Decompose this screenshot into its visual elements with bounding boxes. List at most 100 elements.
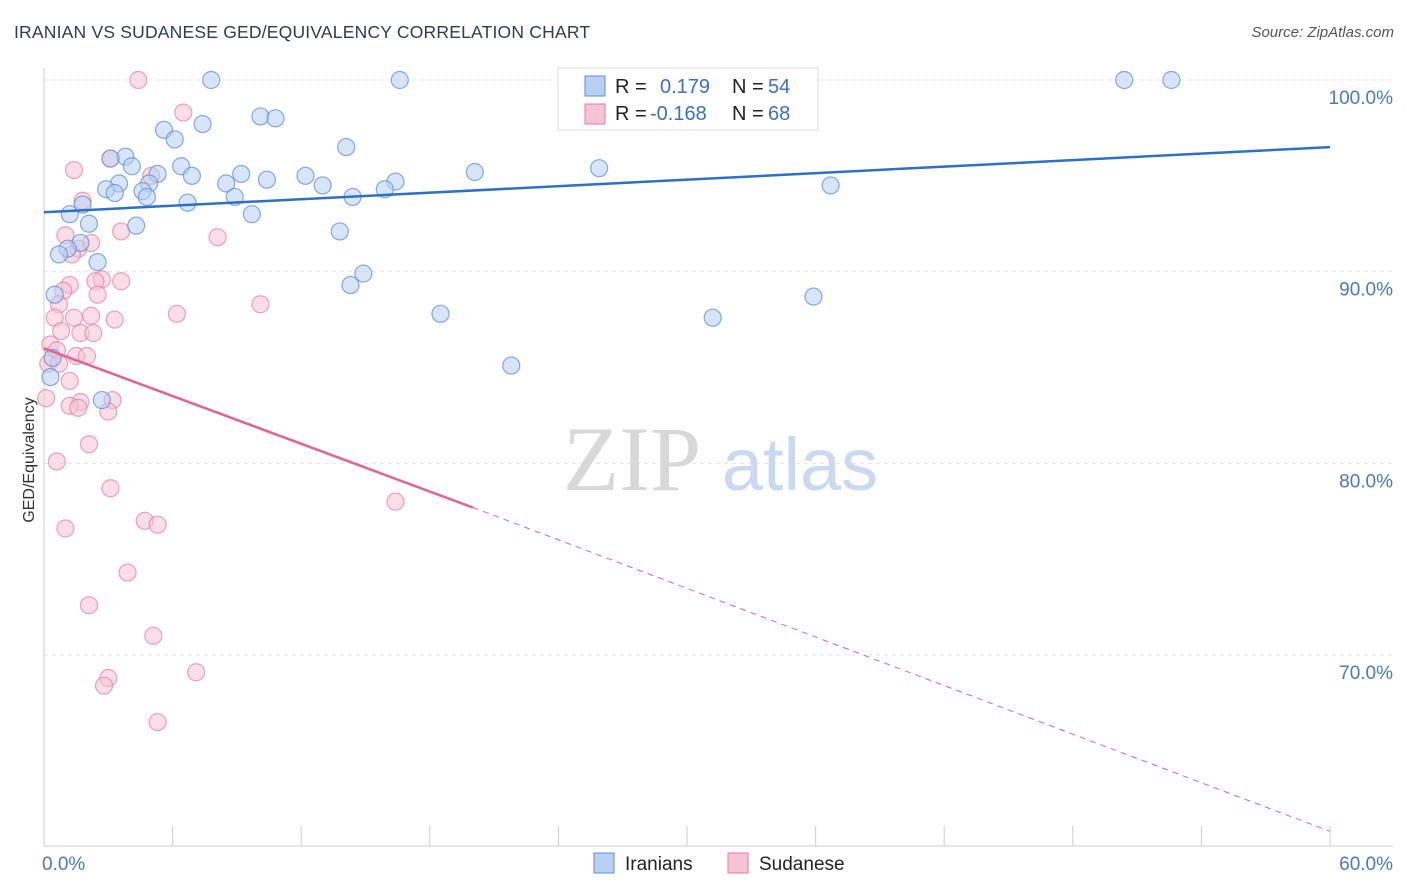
- sudanese-point-21: [105, 310, 124, 329]
- sudanese-point-20: [167, 304, 186, 323]
- iranian-point-24: [217, 174, 236, 193]
- sudanese-point-27: [84, 323, 103, 343]
- x-max-label: 60.0%: [1339, 854, 1393, 875]
- sudanese-point-24: [82, 306, 101, 325]
- iranian-point-15: [465, 162, 484, 182]
- legend-blue-r-value: 0.179: [660, 76, 710, 98]
- iranians-swatch: [593, 852, 615, 874]
- iranian-point-20: [257, 170, 277, 189]
- legend-blue-r-label: R =: [615, 76, 647, 98]
- iranian-point-19: [182, 166, 201, 185]
- iranian-point-39: [127, 216, 146, 235]
- iranian-point-52: [502, 356, 521, 375]
- iranian-point-53: [92, 390, 111, 410]
- sudanese-point-38: [69, 398, 88, 417]
- iranian-point-5: [266, 109, 285, 128]
- correlation-legend: R = 0.179 N = 54 R = -0.168 N = 68: [557, 67, 819, 131]
- sudanese-point-48: [79, 596, 99, 615]
- legend-pink-r-label: R =: [615, 103, 647, 125]
- legend-blue-swatch: [584, 75, 606, 97]
- sudanese-point-53: [148, 712, 167, 732]
- legend-pink-n-value: 68: [768, 103, 790, 125]
- sudanese-point-51: [187, 663, 206, 682]
- legend-pink-swatch: [584, 103, 606, 125]
- iranian-point-40: [330, 222, 349, 241]
- watermark-atlas: atlas: [722, 423, 878, 506]
- iranian-point-48: [804, 287, 823, 306]
- y-tick-label-0: 100.0%: [1329, 88, 1394, 109]
- iranian-point-31: [137, 187, 156, 207]
- y-tick-labels: 100.0% 90.0% 80.0% 70.0%: [1329, 88, 1394, 684]
- sudanese-point-18: [251, 295, 270, 314]
- sudanese-point-52: [94, 676, 114, 695]
- sudanese-point-46: [56, 519, 75, 538]
- iranian-point-44: [88, 252, 107, 272]
- sudanese-point-45: [148, 515, 167, 534]
- grid: [44, 79, 1393, 656]
- sudanese-point-49: [144, 626, 163, 645]
- sudanese-point-40: [79, 435, 99, 454]
- iranians-legend-label: Iranians: [625, 854, 693, 875]
- sudanese-point-43: [386, 492, 405, 511]
- y-tick-label-1: 90.0%: [1339, 280, 1393, 301]
- sudanese-point-42: [101, 479, 120, 498]
- sudanese-legend-label: Sudanese: [759, 854, 845, 875]
- chart-title: IRANIAN VS SUDANESE GED/EQUIVALENCY CORR…: [14, 22, 591, 42]
- iranian-point-47: [45, 285, 64, 304]
- watermark-zip: ZIP: [563, 408, 701, 510]
- legend-blue-n-value: 54: [768, 76, 790, 98]
- legend-pink-r-value: -0.168: [650, 103, 707, 125]
- sudanese-point-0: [129, 70, 148, 90]
- iranian-point-50: [703, 308, 722, 327]
- iranian-point-34: [178, 193, 197, 212]
- iranian-point-37: [242, 205, 262, 224]
- iranian-point-38: [79, 214, 99, 233]
- iranian-point-18: [296, 166, 315, 185]
- sudanese-trend-line: [43, 347, 474, 509]
- y-tick-label-2: 80.0%: [1339, 471, 1393, 492]
- iranian-point-45: [354, 264, 373, 283]
- sudanese-point-1: [174, 103, 193, 122]
- sudanese-points: [37, 70, 405, 732]
- iranian-point-14: [590, 159, 609, 178]
- iranian-point-4: [251, 107, 270, 126]
- iranian-point-6: [193, 114, 212, 134]
- iranian-point-49: [431, 304, 450, 323]
- axes: [43, 68, 1393, 847]
- iranian-point-1: [390, 70, 409, 90]
- watermark: ZIP atlas: [563, 408, 878, 510]
- sudanese-swatch: [727, 852, 749, 874]
- sudanese-point-14: [112, 272, 131, 291]
- sudanese-trend-extension: [472, 506, 1331, 832]
- x-min-label: 0.0%: [42, 854, 85, 875]
- sudanese-point-25: [52, 321, 71, 341]
- iranian-point-11: [101, 149, 120, 168]
- iranian-point-12: [122, 157, 141, 176]
- iranian-point-2: [1115, 70, 1134, 90]
- sudanese-point-17: [88, 285, 107, 304]
- iranian-point-30: [375, 180, 394, 199]
- iranian-point-36: [60, 205, 79, 224]
- iranian-point-17: [232, 164, 251, 184]
- iranian-point-9: [337, 137, 356, 157]
- sudanese-point-3: [64, 160, 84, 180]
- sudanese-point-34: [60, 371, 79, 391]
- series-legend: Iranians Sudanese: [593, 852, 845, 875]
- y-tick-label-3: 70.0%: [1339, 663, 1393, 684]
- legend-pink-n-label: N =: [732, 103, 764, 125]
- iranian-point-43: [49, 245, 69, 264]
- iranian-point-8: [165, 130, 184, 149]
- iranian-point-46: [341, 275, 360, 295]
- sudanese-point-54: [37, 389, 56, 408]
- iranians-trend-line: [43, 145, 1331, 214]
- chart-source: Source: ZipAtlas.com: [1251, 24, 1394, 41]
- y-axis-title: GED/Equivalency: [21, 397, 38, 522]
- sudanese-point-47: [118, 563, 137, 582]
- iranians-points: [41, 70, 1181, 410]
- iranian-point-3: [1162, 70, 1181, 90]
- sudanese-point-7: [208, 228, 227, 247]
- iranian-point-25: [313, 176, 332, 195]
- iranian-point-28: [105, 183, 124, 203]
- iranian-point-54: [41, 367, 60, 387]
